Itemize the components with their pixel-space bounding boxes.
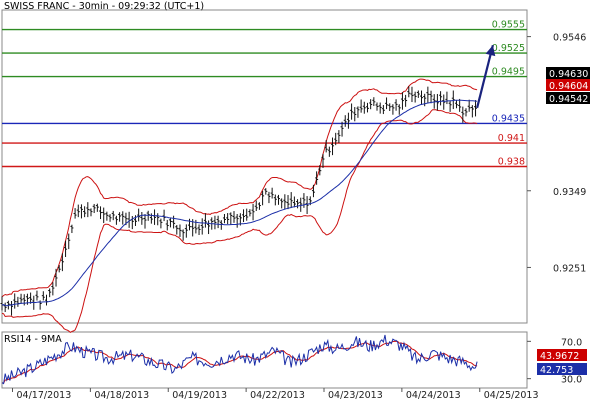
x-tick-label-6: 04/25/2013 [484,390,539,400]
price-box-label-2: 0.94542 [549,94,588,105]
forecast-arrow-shaft [476,44,494,109]
forecast-arrow-head [485,45,496,57]
x-tick-label-5: 04/24/2013 [406,390,461,400]
x-tick-label-1: 04/18/2013 [94,390,149,400]
rsi-panel-frame [1,331,528,389]
price-box-1 [546,79,590,91]
x-tick-label-2: 04/19/2013 [172,390,227,400]
level-label-0: 0.9555 [492,20,525,31]
rsi-tick-label-0: 70.0 [561,337,582,348]
y-tick-label-2: 0.9251 [553,263,586,274]
level-label-4: 0.941 [498,133,525,144]
x-tick-label-4: 04/23/2013 [328,390,383,400]
price-box-label-0: 0.94630 [549,69,588,80]
rsi-line [1,334,478,385]
rsi-value-label-0: 43.9672 [540,351,579,362]
price-box-label-1: 0.94604 [549,81,588,92]
rsi-value-box-0 [537,349,587,361]
rsi-value-box-1 [537,363,587,375]
rsi-value-label-1: 42.753 [540,365,573,376]
x-tick-label-3: 04/22/2013 [250,390,305,400]
bollinger-lower [1,109,478,334]
y-tick-label-0: 0.9546 [553,33,586,44]
chart-title: SWISS FRANC - 30min - 09:29:32 (UTC+1) [4,1,204,12]
level-label-3: 0.9435 [492,113,525,124]
level-label-5: 0.938 [498,157,525,168]
price-box-2 [546,92,590,104]
level-label-1: 0.9525 [492,43,525,54]
bollinger-upper [1,78,478,298]
level-label-2: 0.9495 [492,67,525,78]
price-box-0 [546,67,590,79]
rsi-label: RSI14 - 9MA [4,334,62,345]
rsi-tick-label-1: 30.0 [561,375,582,386]
moving-average-line [1,99,478,307]
y-tick-label-1: 0.9349 [553,187,586,198]
x-tick-label-0: 04/17/2013 [17,390,72,400]
